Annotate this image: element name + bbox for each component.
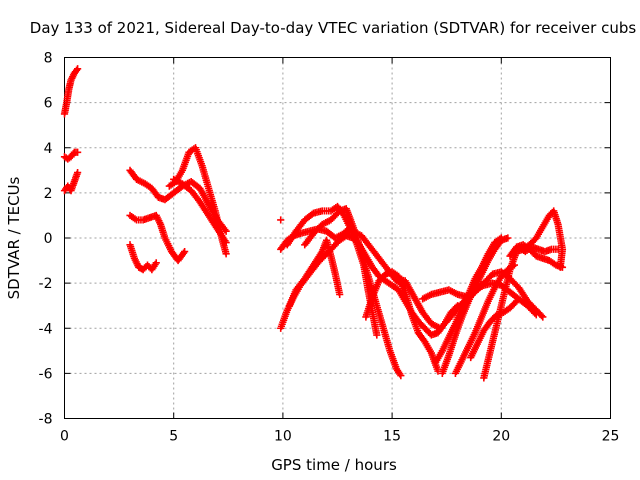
data-point xyxy=(222,238,230,247)
data-point xyxy=(74,148,82,156)
data-series xyxy=(515,243,562,256)
x-tick-label: 15 xyxy=(383,429,401,445)
data-series xyxy=(285,236,344,310)
data-series xyxy=(467,297,521,362)
data-point xyxy=(554,245,562,253)
data-series xyxy=(480,207,567,382)
grid-lines xyxy=(64,57,611,419)
data-point xyxy=(532,311,540,319)
data-marks xyxy=(60,65,567,382)
data-point xyxy=(373,331,381,339)
y-tick-label: -8 xyxy=(39,412,53,428)
x-tick-label: 5 xyxy=(169,429,178,445)
data-series xyxy=(60,148,82,163)
data-point xyxy=(558,263,567,271)
data-point xyxy=(512,297,521,305)
data-point xyxy=(336,290,344,299)
data-series xyxy=(126,166,230,235)
data-point xyxy=(308,210,316,218)
data-point xyxy=(74,168,82,177)
x-tick-label: 10 xyxy=(274,429,292,445)
y-tick-label: 4 xyxy=(44,141,53,157)
y-axis-label: SDTVAR / TECUs xyxy=(5,176,23,299)
data-point xyxy=(74,65,82,73)
x-tick-label: 20 xyxy=(492,429,510,445)
data-series xyxy=(126,211,189,265)
data-point xyxy=(179,249,188,257)
data-series xyxy=(277,216,285,224)
axis-ticks: 0 5 10 15 20 25 -8 -6 -4 -2 0 2 4 6 8 xyxy=(39,51,620,445)
data-point xyxy=(152,259,160,267)
data-series xyxy=(170,175,230,247)
data-point xyxy=(397,372,405,380)
y-tick-label: -4 xyxy=(39,321,53,337)
y-tick-label: 8 xyxy=(44,51,53,67)
x-tick-label: 0 xyxy=(60,429,69,445)
data-series xyxy=(60,168,82,195)
x-axis-label: GPS time / hours xyxy=(271,456,397,474)
y-tick-label: 6 xyxy=(44,96,53,112)
y-tick-label: -2 xyxy=(39,276,53,292)
data-point xyxy=(537,312,546,320)
data-point xyxy=(504,234,512,242)
data-point xyxy=(222,250,230,258)
y-tick-label: 2 xyxy=(44,186,53,202)
data-point xyxy=(72,66,81,74)
y-tick-label: -6 xyxy=(39,366,53,382)
data-point xyxy=(539,313,547,321)
data-point xyxy=(511,298,519,307)
data-point xyxy=(531,309,539,317)
data-point xyxy=(181,247,189,256)
y-tick-label: 0 xyxy=(44,231,53,247)
x-tick-label: 25 xyxy=(602,429,620,445)
chart-title: Day 133 of 2021, Sidereal Day-to-day VTE… xyxy=(30,19,637,37)
data-point xyxy=(277,216,285,224)
data-series xyxy=(362,268,442,375)
data-series xyxy=(126,241,160,274)
data-series xyxy=(60,65,82,118)
data-series xyxy=(438,234,512,377)
data-series xyxy=(301,205,405,380)
